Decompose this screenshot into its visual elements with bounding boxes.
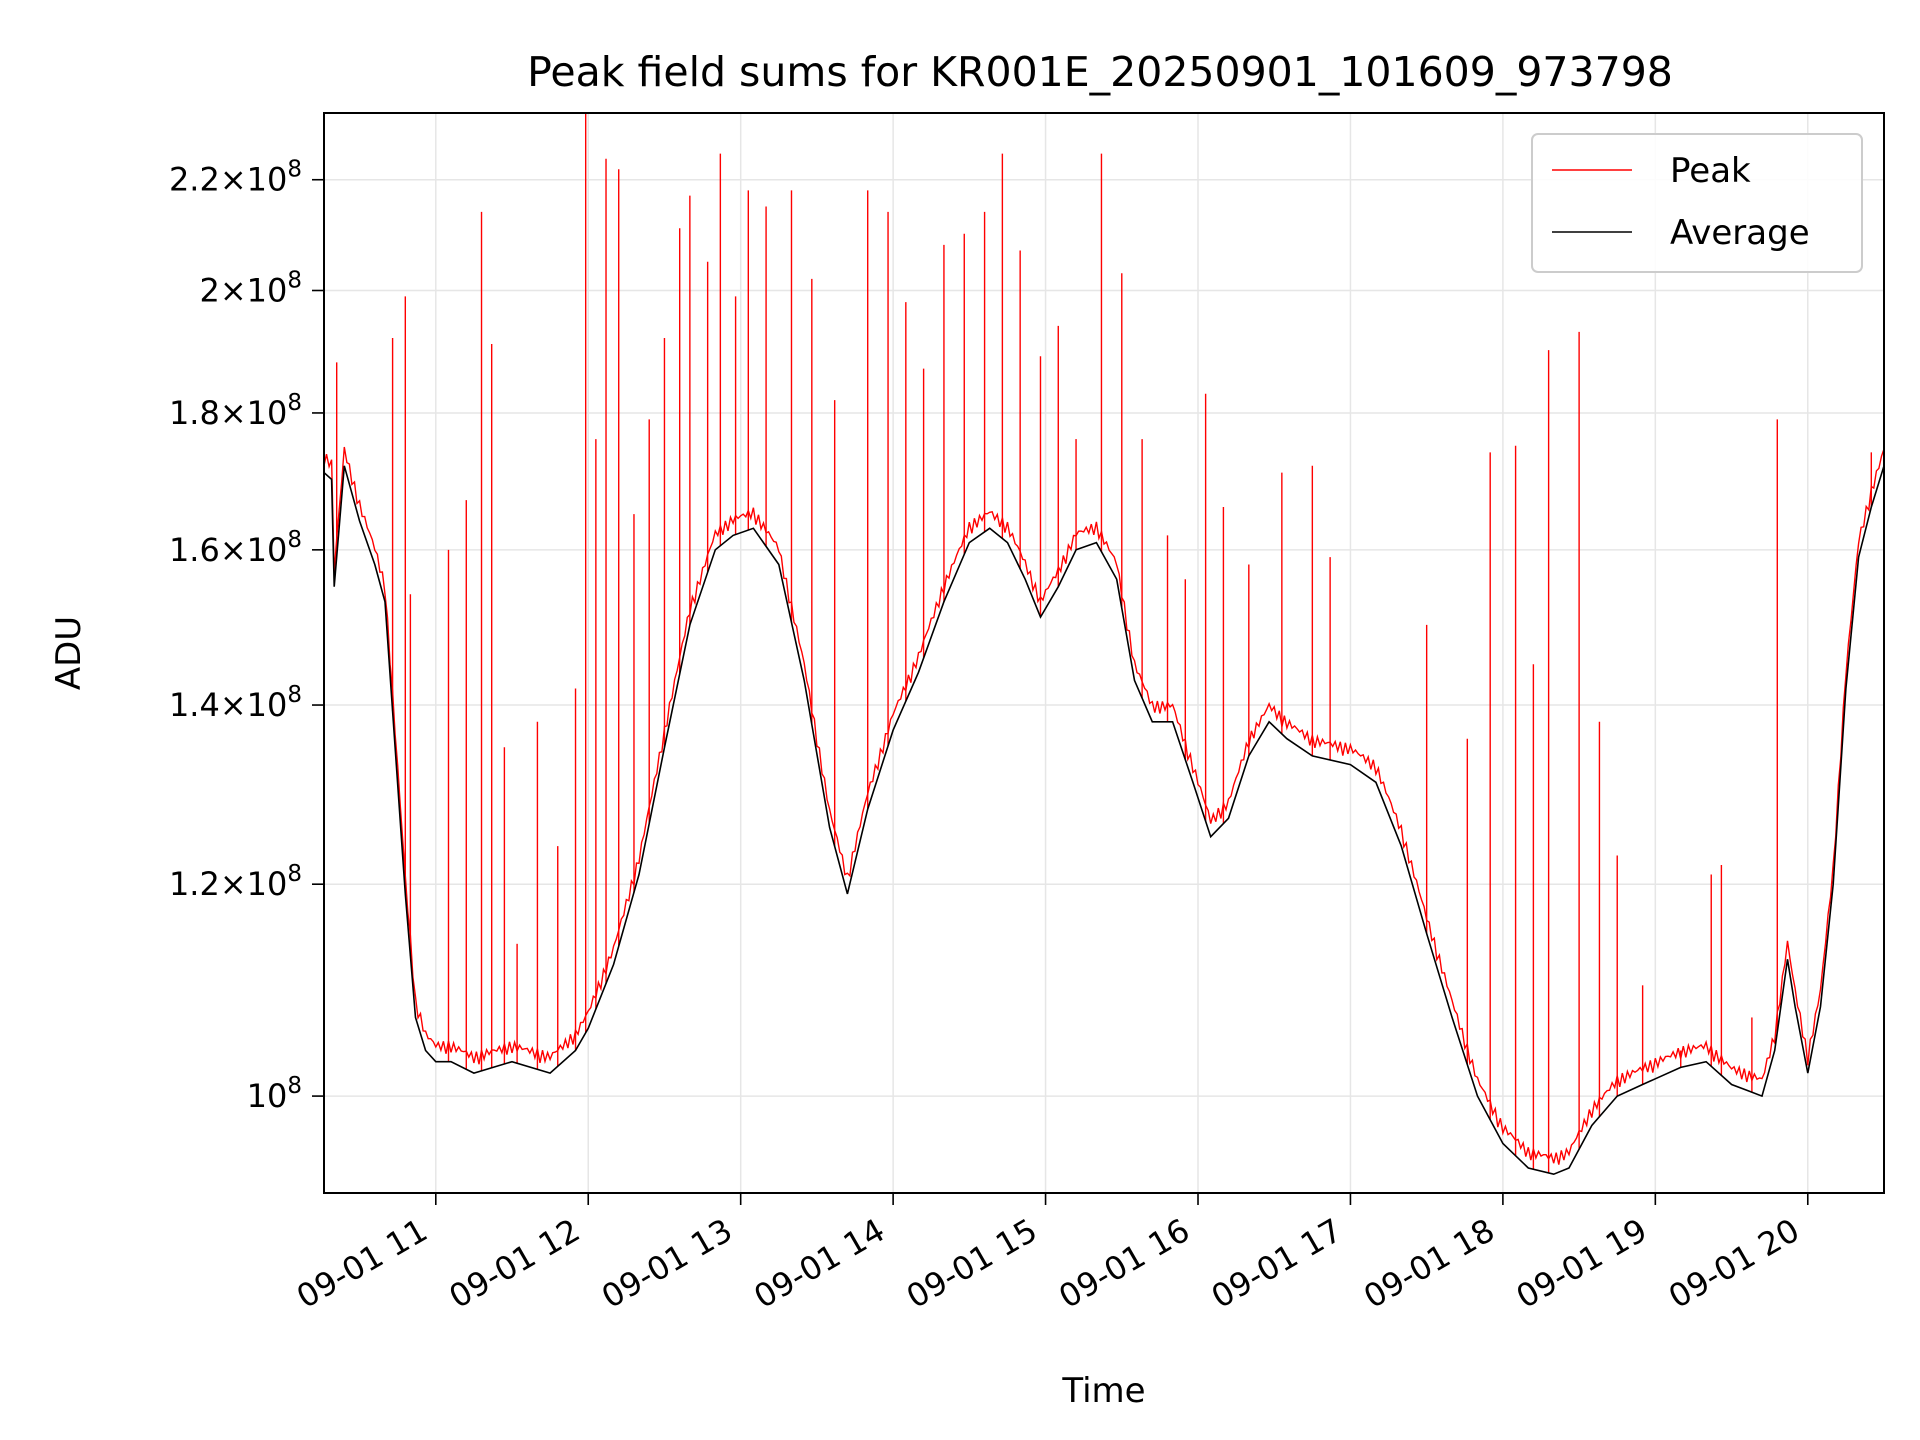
y-axis: 1081.2×1081.4×1081.6×1081.8×1082×1082.2×… <box>169 157 324 1115</box>
y-tick-base: 10 <box>247 161 288 199</box>
y-tick-exponent: 8 <box>287 267 302 293</box>
series-layer <box>324 113 1884 1176</box>
y-tick-label: 2×108 <box>199 267 302 309</box>
y-tick-exponent: 8 <box>287 682 302 708</box>
y-tick-mantissa: 2.2 <box>169 161 220 199</box>
y-tick-mantissa: 1.6 <box>169 531 220 569</box>
y-tick-base: 10 <box>247 271 288 309</box>
grid <box>324 113 1884 1193</box>
legend-label: Peak <box>1670 151 1751 191</box>
y-tick-times: × <box>220 394 247 432</box>
y-tick-mantissa: 1.4 <box>169 686 220 724</box>
y-tick-label: 1.2×108 <box>169 861 302 903</box>
y-tick-exponent: 8 <box>287 390 302 416</box>
y-tick-times: × <box>220 531 247 569</box>
y-tick-exponent: 8 <box>287 861 302 887</box>
y-tick-base: 10 <box>247 686 288 724</box>
y-tick-label: 1.6×108 <box>169 527 302 569</box>
chart-title: Peak field sums for KR001E_20250901_1016… <box>527 48 1673 96</box>
y-tick-label: 2.2×108 <box>169 157 302 199</box>
y-tick-base: 10 <box>247 394 288 432</box>
legend-box <box>1531 133 1863 273</box>
y-tick-exponent: 8 <box>287 157 302 183</box>
y-tick-exponent: 8 <box>287 527 302 553</box>
y-tick-mantissa: 2 <box>199 271 219 309</box>
y-tick-mantissa: 1.8 <box>169 394 220 432</box>
plot-frame <box>323 112 1885 1194</box>
legend-label: Average <box>1670 213 1810 253</box>
legend: Peak Average <box>1531 133 1863 273</box>
y-tick-times: × <box>220 271 247 309</box>
y-tick-base: 10 <box>247 1077 288 1115</box>
peak-line <box>324 446 1884 1165</box>
y-tick-base: 10 <box>247 865 288 903</box>
y-tick-label: 1.8×108 <box>169 390 302 432</box>
y-tick-base: 10 <box>247 531 288 569</box>
y-tick-label: 1.4×108 <box>169 682 302 724</box>
y-tick-times: × <box>220 686 247 724</box>
average-line <box>324 465 1884 1176</box>
y-tick-times: × <box>220 865 247 903</box>
y-tick-label: 108 <box>247 1073 302 1115</box>
y-tick-mantissa: 1.2 <box>169 865 220 903</box>
x-axis-label: Time <box>1061 1371 1145 1411</box>
y-tick-times: × <box>220 161 247 199</box>
y-axis-label: ADU <box>49 616 89 690</box>
y-tick-exponent: 8 <box>287 1073 302 1099</box>
